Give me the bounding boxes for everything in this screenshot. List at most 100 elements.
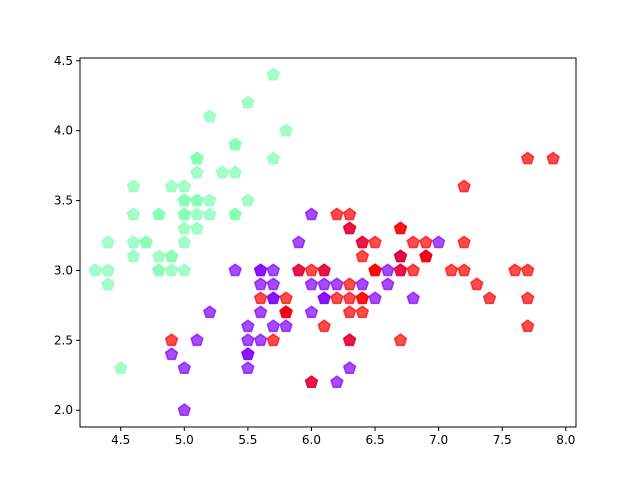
scatter-point-series-1	[114, 361, 128, 375]
scatter-point-series-1	[266, 151, 280, 165]
scatter-markers	[88, 67, 560, 416]
scatter-point-series-2	[279, 319, 293, 333]
x-axis: 4.5 5.0 5.5 6.0 6.5 7.0 7.5 8.0	[111, 427, 575, 447]
scatter-point-series-2	[304, 305, 319, 319]
scatter-point-series-2	[228, 263, 242, 277]
scatter-point-series-3	[470, 277, 484, 291]
scatter-point-series-2	[381, 277, 395, 291]
scatter-point-series-3	[317, 319, 331, 333]
scatter-point-series-3	[342, 291, 357, 305]
scatter-point-series-2	[177, 361, 191, 375]
scatter-point-series-3	[279, 291, 293, 305]
scatter-point-series-1	[177, 221, 191, 235]
x-tick-label: 5.5	[238, 433, 257, 447]
scatter-point-series-2	[381, 263, 395, 277]
scatter-point-series-3	[406, 235, 420, 249]
scatter-point-series-2	[241, 319, 255, 333]
scatter-point-series-2	[241, 361, 255, 375]
x-tick-label: 6.0	[302, 433, 321, 447]
scatter-point-series-3	[393, 263, 408, 277]
y-tick-label: 2.0	[54, 403, 73, 417]
scatter-point-series-1	[190, 151, 204, 165]
scatter-point-series-3	[355, 249, 369, 263]
scatter-point-series-2	[292, 235, 306, 249]
scatter-point-series-1	[177, 263, 191, 277]
scatter-point-series-1	[126, 179, 141, 193]
scatter-point-series-2	[177, 403, 191, 416]
scatter-point-series-3	[330, 207, 344, 221]
scatter-point-series-2	[266, 277, 280, 291]
scatter-point-series-1	[88, 263, 102, 277]
scatter-point-series-3	[342, 333, 357, 347]
scatter-point-series-3	[419, 235, 433, 249]
y-tick-label: 3.5	[54, 194, 73, 208]
scatter-point-series-3	[521, 291, 535, 305]
scatter-point-series-3	[368, 235, 382, 249]
scatter-point-series-3	[355, 305, 369, 319]
scatter-point-series-1	[266, 67, 280, 81]
scatter-point-series-3	[393, 221, 408, 235]
scatter-point-series-1	[279, 123, 293, 137]
scatter-point-series-1	[190, 221, 204, 235]
scatter-point-series-2	[355, 277, 369, 291]
x-tick-label: 7.5	[493, 433, 512, 447]
scatter-point-series-1	[177, 179, 191, 193]
y-tick-label: 2.5	[54, 333, 73, 347]
x-tick-label: 6.5	[366, 433, 385, 447]
scatter-point-series-2	[241, 347, 255, 361]
scatter-point-series-2	[317, 277, 331, 291]
scatter-point-series-3	[342, 305, 357, 319]
scatter-point-series-3	[393, 333, 408, 347]
scatter-point-series-1	[177, 207, 191, 221]
y-tick-label: 3.0	[54, 263, 73, 277]
y-axis: 2.0 2.5 3.0 3.5 4.0 4.5	[54, 54, 80, 417]
x-tick-label: 5.0	[175, 433, 194, 447]
scatter-point-series-2	[317, 291, 331, 305]
scatter-point-series-2	[330, 277, 344, 291]
scatter-point-series-3	[342, 221, 357, 235]
scatter-point-series-3	[546, 151, 560, 165]
scatter-point-series-1	[101, 235, 115, 249]
scatter-point-series-3	[304, 375, 319, 389]
scatter-point-series-2	[330, 375, 344, 389]
scatter-point-series-1	[241, 193, 255, 207]
scatter-point-series-1	[101, 263, 115, 277]
scatter-point-series-2	[406, 291, 420, 305]
scatter-point-series-3	[482, 291, 497, 305]
scatter-point-series-2	[368, 291, 382, 305]
scatter-point-series-1	[203, 193, 217, 207]
scatter-point-series-3	[355, 291, 369, 305]
scatter-point-series-2	[432, 235, 446, 249]
scatter-point-series-3	[521, 151, 535, 165]
scatter-point-series-3	[521, 263, 535, 277]
scatter-point-series-3	[253, 291, 268, 305]
scatter-point-series-1	[101, 277, 115, 291]
scatter-point-series-1	[228, 165, 242, 179]
scatter-point-series-3	[342, 207, 357, 221]
scatter-point-series-3	[457, 263, 471, 277]
scatter-point-series-1	[190, 207, 204, 221]
scatter-point-series-3	[508, 263, 522, 277]
scatter-point-series-3	[266, 333, 280, 347]
scatter-point-series-3	[330, 291, 344, 305]
scatter-point-series-1	[228, 207, 242, 221]
scatter-point-series-3	[393, 249, 408, 263]
scatter-point-series-2	[190, 333, 204, 347]
scatter-point-series-2	[266, 291, 280, 305]
scatter-point-series-2	[266, 263, 280, 277]
scatter-point-series-1	[190, 193, 204, 207]
scatter-point-series-2	[253, 333, 268, 347]
scatter-point-series-2	[253, 263, 268, 277]
scatter-point-series-2	[253, 305, 268, 319]
scatter-point-series-1	[126, 207, 141, 221]
x-tick-label: 8.0	[556, 433, 575, 447]
scatter-point-series-2	[241, 333, 255, 347]
scatter-point-series-1	[152, 207, 166, 221]
y-tick-label: 4.5	[54, 54, 73, 68]
scatter-point-series-2	[304, 207, 319, 221]
scatter-point-series-3	[164, 333, 179, 347]
scatter-point-series-3	[279, 305, 293, 319]
scatter-point-series-1	[164, 263, 179, 277]
scatter-point-series-3	[342, 277, 357, 291]
